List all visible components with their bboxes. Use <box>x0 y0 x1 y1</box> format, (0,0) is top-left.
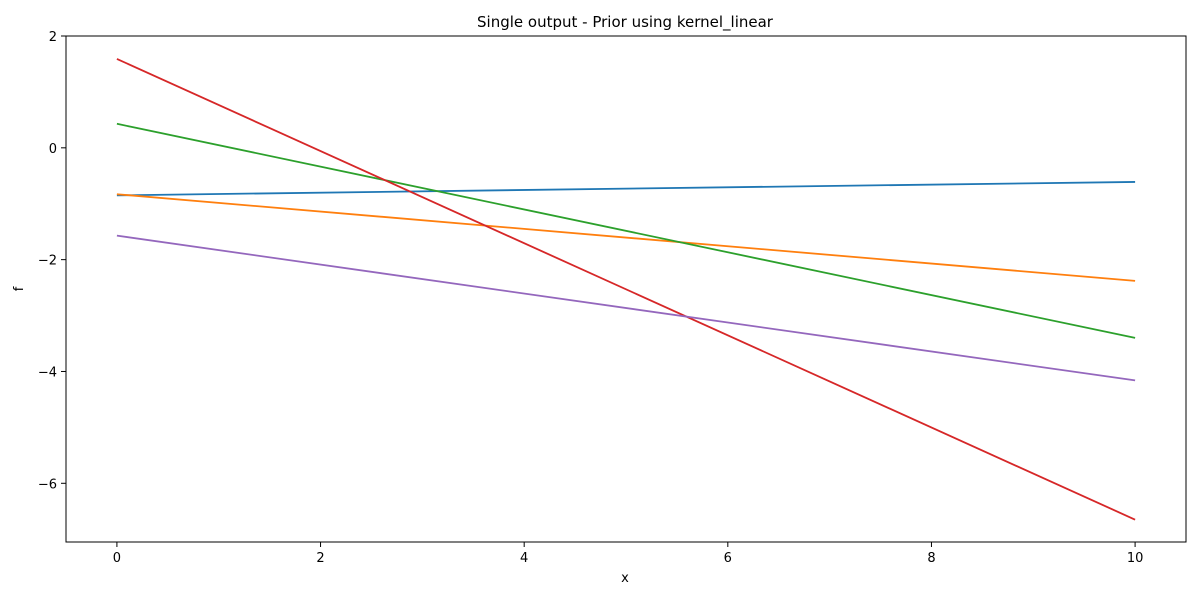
x-tick-label: 8 <box>927 551 935 566</box>
y-tick-label: 0 <box>49 142 57 157</box>
x-tick-label: 10 <box>1127 551 1144 566</box>
chart-title: Single output - Prior using kernel_linea… <box>477 13 774 32</box>
series-layer <box>116 58 1136 521</box>
series-line-3 <box>116 122 1136 339</box>
plot-frame <box>65 35 1187 543</box>
y-tick-label: 2 <box>49 30 57 45</box>
y-axis-ticks: 2 0 −2 −4 −6 <box>38 30 66 492</box>
series-line-2 <box>116 193 1136 282</box>
x-tick-label: 4 <box>520 551 528 566</box>
series-line-4 <box>116 58 1136 521</box>
series-line-5 <box>116 234 1136 382</box>
x-axis-label: x <box>621 571 629 586</box>
y-tick-label: −4 <box>38 365 57 380</box>
x-tick-label: 0 <box>113 551 121 566</box>
x-tick-label: 2 <box>316 551 324 566</box>
series-line-1 <box>116 181 1136 197</box>
x-tick-label: 6 <box>724 551 732 566</box>
y-tick-label: −6 <box>38 477 57 492</box>
y-tick-label: −2 <box>38 254 57 269</box>
x-axis-ticks: 0 2 4 6 8 10 <box>113 542 1144 566</box>
y-axis-label: f <box>12 286 27 291</box>
